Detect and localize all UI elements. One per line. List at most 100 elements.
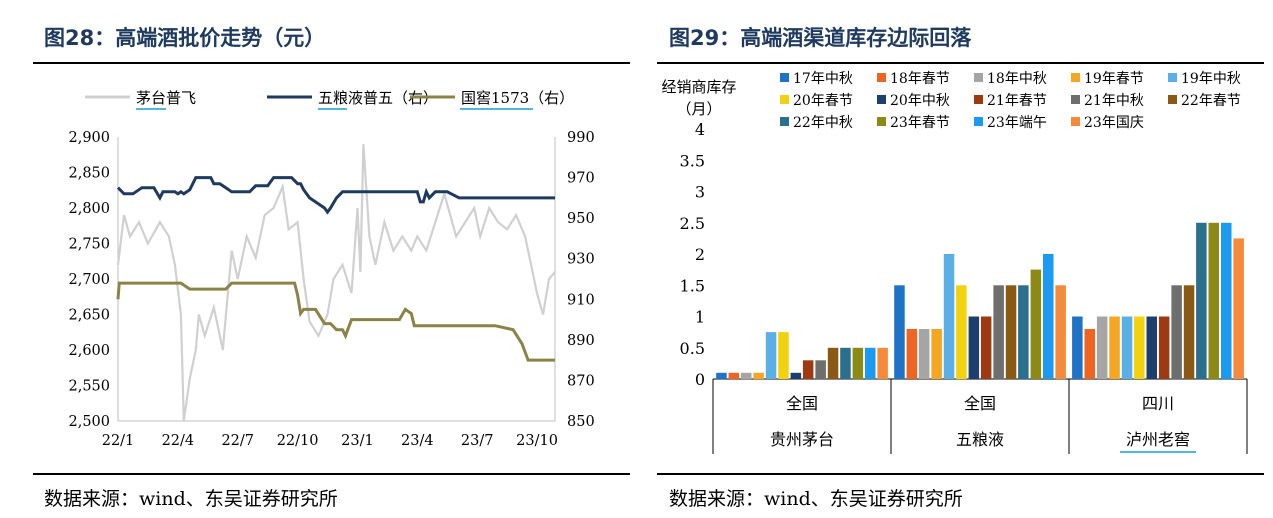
right-y-tick-label: 870 (567, 373, 595, 389)
legend-label: 21年中秋 (1084, 93, 1144, 109)
legend-swatch (780, 73, 789, 82)
bar (931, 329, 942, 379)
bar (778, 332, 789, 379)
x-tick-label: 23/1 (341, 433, 374, 449)
bar (1005, 285, 1017, 380)
bar (1183, 285, 1195, 380)
legend-swatch (877, 95, 886, 104)
right-y-tick-label: 950 (567, 211, 595, 227)
right-y-tick-label: 990 (567, 130, 595, 146)
right-panel: 图29：高端酒渠道库存边际回落 经销商库存 （月） 4 3.5 3 2.5 2 1.5 1 0.5… (655, 0, 1273, 518)
bar (1221, 222, 1232, 380)
y-tick-label: 2.5 (680, 214, 705, 233)
bar (1055, 285, 1066, 380)
right-y-tick-label: 850 (567, 414, 595, 430)
bar (980, 316, 992, 379)
price-trend-line-chart: 2,900 2,850 2,800 2,750 2,700 2,650 2,600 2,550… (68, 89, 595, 449)
legend-label: 20年中秋 (890, 93, 950, 109)
legend-label: 国窖1573（右） (461, 89, 574, 107)
bar (1096, 316, 1108, 379)
category-region-label: 四川 (1142, 394, 1174, 413)
right-y-tick-label: 970 (567, 171, 595, 187)
legend-swatch (1168, 95, 1177, 104)
bar (840, 347, 851, 380)
bar (1072, 316, 1083, 379)
legend-label: 23年国庆 (1084, 115, 1144, 131)
y-tick-label: 4 (695, 120, 705, 139)
y-tick-label: 2 (695, 245, 705, 264)
x-tick-label: 22/4 (162, 433, 195, 449)
right-title-rule (657, 62, 1264, 64)
bar (1084, 329, 1095, 379)
legend-swatch (780, 95, 789, 104)
y-tick-label: 1 (695, 308, 705, 327)
bar (790, 372, 802, 380)
legend-label: 23年春节 (890, 115, 950, 131)
legend-swatch (877, 73, 886, 82)
bar (1121, 316, 1133, 379)
y-tick-label: 3.5 (680, 151, 705, 170)
x-tick-label: 23/7 (461, 433, 494, 449)
legend-label: 18年中秋 (987, 71, 1047, 87)
y-tick-label: 0.5 (680, 339, 705, 358)
category-region-label: 全国 (786, 394, 818, 413)
legend-swatch (974, 117, 983, 126)
bar (753, 372, 764, 380)
left-panel: 图28：高端酒批价走势（元） 2,900 2,850 2,800 2,750 2,700… (33, 26, 630, 510)
legend-swatch (1071, 95, 1080, 104)
bar (865, 347, 876, 380)
left-y-tick-label: 2,850 (68, 166, 110, 182)
bar (1208, 222, 1219, 380)
legend-label: 20年春节 (793, 93, 853, 109)
bar (815, 360, 826, 380)
legend-label: 18年春节 (890, 71, 950, 87)
x-tick-label: 22/7 (221, 433, 254, 449)
legend-swatch (974, 95, 983, 104)
left-y-tick-label: 2,700 (68, 272, 110, 288)
left-y-tick-label: 2,550 (68, 379, 110, 395)
y-axis-label: （月） (676, 100, 721, 118)
legend-swatch (1071, 73, 1080, 82)
bar (943, 254, 955, 379)
x-tick-label: 23/10 (516, 433, 558, 449)
left-title-rule (33, 62, 630, 64)
series-line (116, 281, 555, 362)
legend-label: 22年中秋 (793, 115, 853, 131)
bar (765, 332, 777, 379)
legend-swatch (974, 73, 983, 82)
right-source-rule (657, 473, 1264, 475)
bar (968, 316, 980, 379)
bar (1233, 238, 1244, 379)
bar (1196, 222, 1207, 380)
bar (1043, 254, 1054, 379)
legend-swatch (877, 117, 886, 126)
bar (894, 285, 905, 380)
x-tick-label: 22/10 (277, 433, 319, 449)
legend-swatch (1071, 117, 1080, 126)
legend-label: 19年中秋 (1181, 71, 1241, 87)
bar (728, 372, 740, 380)
legend-label: 17年中秋 (793, 71, 853, 87)
bar (802, 360, 814, 380)
x-tick-label: 23/4 (401, 433, 434, 449)
bar (993, 285, 1004, 380)
bar (877, 347, 888, 380)
bar (741, 372, 752, 380)
y-tick-label: 0 (695, 370, 705, 389)
bar (906, 329, 918, 379)
left-y-tick-label: 2,500 (68, 414, 110, 430)
bar (1018, 285, 1029, 380)
legend-label: 21年春节 (987, 93, 1047, 109)
bar (1030, 269, 1042, 379)
bar (956, 285, 967, 380)
legend-label: 五粮液普五（右） (318, 89, 438, 107)
legend-swatch (780, 117, 789, 126)
bar (827, 347, 839, 380)
left-y-tick-label: 2,650 (68, 308, 110, 324)
bar (1134, 316, 1145, 379)
category-brand-label: 五粮液 (956, 430, 1004, 449)
left-y-tick-label: 2,750 (68, 237, 110, 253)
left-source: 数据来源：wind、东吴证券研究所 (44, 488, 338, 510)
right-y-tick-label: 930 (567, 252, 595, 268)
